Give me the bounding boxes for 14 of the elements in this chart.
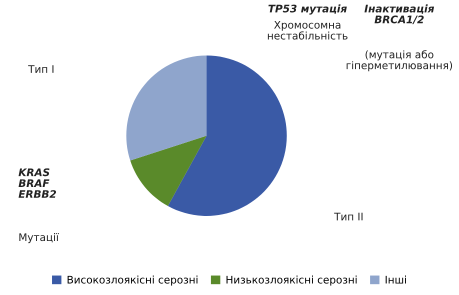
legend-label: Низькозлоякісні серозні <box>226 276 357 286</box>
text: TP53 мутація <box>268 4 347 15</box>
pie-slice <box>126 55 207 160</box>
pie-slice <box>168 55 287 216</box>
text: Тип І <box>28 65 54 73</box>
text: KRAS BRAF ERBB2 <box>18 168 56 198</box>
legend-label: Інші <box>386 276 406 284</box>
legend-label: Високозлоякісні серозні <box>68 276 198 286</box>
pie-slice <box>130 136 207 206</box>
text: Інактивація BRCA1/2 <box>364 4 434 24</box>
text: (мутація або гіперметилювання) <box>346 50 452 72</box>
text: Хромосомна нестабільність <box>268 20 348 40</box>
text: Мутації <box>19 233 59 244</box>
text: Тип ІІ <box>334 212 363 220</box>
